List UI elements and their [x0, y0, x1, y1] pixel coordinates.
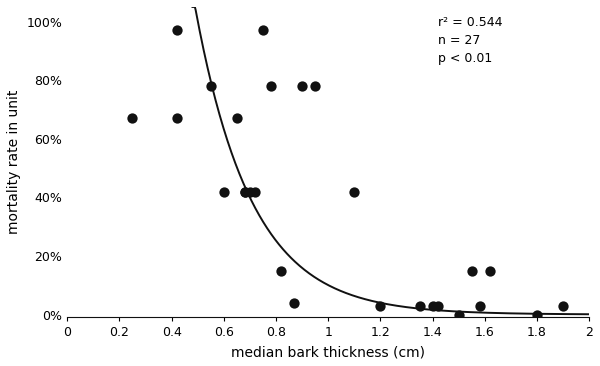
Point	[245, 188, 254, 194]
Point	[428, 303, 437, 309]
Point	[240, 188, 250, 194]
Point	[258, 27, 268, 33]
Point	[172, 115, 182, 121]
Point	[266, 83, 275, 89]
Point	[532, 311, 542, 317]
Point	[475, 303, 484, 309]
Point	[232, 115, 242, 121]
Point	[349, 188, 359, 194]
Point	[297, 83, 307, 89]
Point	[206, 83, 215, 89]
Point	[415, 303, 424, 309]
Y-axis label: mortality rate in unit: mortality rate in unit	[7, 90, 21, 234]
Point	[376, 303, 385, 309]
Point	[433, 303, 443, 309]
Point	[250, 188, 260, 194]
Point	[454, 311, 463, 317]
Point	[128, 115, 137, 121]
Point	[172, 27, 182, 33]
Point	[558, 303, 568, 309]
Point	[467, 268, 476, 273]
Point	[485, 268, 495, 273]
Point	[289, 300, 299, 306]
Point	[310, 83, 320, 89]
Point	[240, 188, 250, 194]
Point	[219, 188, 229, 194]
Point	[277, 268, 286, 273]
X-axis label: median bark thickness (cm): median bark thickness (cm)	[231, 345, 425, 359]
Text: r² = 0.544
n = 27
p < 0.01: r² = 0.544 n = 27 p < 0.01	[438, 16, 502, 65]
